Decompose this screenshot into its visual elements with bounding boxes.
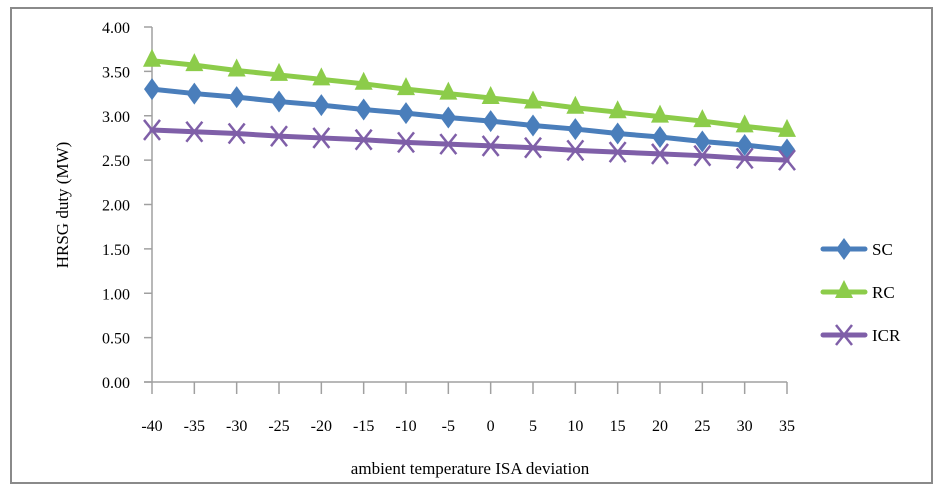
- y-tick-label: 2.00: [102, 198, 130, 215]
- y-axis-title: HRSG duty (MW): [53, 142, 72, 269]
- data-point-sc: [525, 114, 541, 137]
- data-point-icr: [397, 131, 415, 154]
- data-point-sc: [567, 118, 584, 141]
- data-point-rc: [397, 77, 415, 96]
- legend-label: RC: [872, 283, 895, 302]
- y-tick-label: 3.50: [102, 64, 130, 81]
- data-point-rc: [270, 62, 288, 81]
- data-point-icr: [185, 120, 204, 143]
- series-icr: [143, 119, 796, 171]
- legend-label: ICR: [872, 326, 901, 345]
- data-point-icr: [270, 125, 288, 147]
- data-point-rc: [143, 48, 161, 67]
- data-point-rc: [481, 86, 500, 104]
- legend-label: SC: [872, 240, 893, 259]
- data-point-icr: [312, 127, 331, 149]
- y-tick-label: 1.00: [102, 286, 130, 303]
- data-point-sc: [398, 102, 414, 125]
- data-point-sc: [440, 106, 457, 129]
- data-point-sc: [313, 94, 330, 117]
- legend: SC RC ICR: [820, 238, 901, 346]
- data-point-sc: [652, 126, 668, 149]
- data-point-sc: [609, 122, 626, 145]
- legend-marker-triangle: [835, 280, 853, 298]
- data-point-sc: [355, 98, 372, 121]
- x-tick-label: 5: [529, 418, 537, 435]
- data-point-rc: [651, 104, 669, 123]
- data-point-icr: [651, 143, 669, 165]
- data-point-sc: [694, 130, 711, 153]
- y-tick-label: 0.50: [102, 331, 130, 348]
- x-tick-label: 30: [737, 418, 753, 435]
- x-tick-label: 35: [779, 418, 795, 435]
- data-point-sc: [228, 86, 245, 109]
- y-tick-label: 4.00: [102, 20, 130, 37]
- data-point-rc: [185, 53, 204, 72]
- y-tick-label: 1.50: [102, 242, 130, 259]
- x-tick-label: -25: [268, 418, 289, 435]
- series-sc: [144, 78, 795, 161]
- data-point-rc: [354, 71, 373, 90]
- x-tick-label: -30: [226, 418, 247, 435]
- data-point-icr: [439, 133, 458, 155]
- data-point-icr: [143, 119, 161, 141]
- data-point-sc: [736, 134, 753, 157]
- legend-marker-x: [835, 324, 853, 346]
- data-point-sc: [186, 82, 203, 105]
- legend-item-sc: SC: [820, 238, 893, 260]
- data-point-rc: [735, 114, 754, 133]
- legend-item-rc: RC: [820, 280, 895, 302]
- chart-frame: [10, 7, 933, 484]
- x-tick-label: 15: [610, 418, 626, 435]
- series-line-rc: [149, 58, 790, 134]
- data-point-rc: [524, 90, 542, 109]
- y-tick-label: 2.50: [102, 153, 130, 170]
- data-point-sc: [144, 78, 160, 101]
- data-point-sc: [482, 110, 499, 133]
- y-tick-label: 0.00: [102, 375, 130, 392]
- series-rc: [143, 48, 796, 137]
- series-line-icr: [149, 127, 790, 163]
- data-point-sc: [271, 90, 287, 113]
- x-tick-label: 25: [694, 418, 710, 435]
- x-tick-label: 10: [567, 418, 583, 435]
- data-point-rc: [227, 58, 246, 77]
- data-point-sc: [779, 138, 795, 161]
- data-point-rc: [439, 81, 458, 100]
- x-axis-title: ambient temperature ISA deviation: [351, 459, 590, 478]
- x-tick-label: -35: [184, 418, 205, 435]
- x-tick-label: -5: [442, 418, 455, 435]
- data-point-rc: [778, 118, 796, 137]
- data-point-icr: [524, 136, 542, 159]
- data-point-rc: [608, 100, 627, 119]
- data-point-icr: [693, 144, 712, 167]
- y-tick-label: 3.00: [102, 109, 130, 126]
- data-point-rc: [693, 109, 712, 128]
- data-point-icr: [227, 122, 246, 145]
- data-point-icr: [354, 128, 373, 151]
- x-tick-label: -40: [141, 418, 162, 435]
- data-point-icr: [608, 141, 627, 163]
- data-point-icr: [481, 135, 500, 157]
- data-point-icr: [735, 147, 754, 170]
- legend-marker-diamond: [836, 238, 852, 260]
- x-tick-label: -15: [353, 418, 374, 435]
- axes: 0.00 0.50 1.00 1.50 2.00 2.50 3.00 3.50 4.00 -40 -…: [102, 20, 795, 435]
- series-line-sc: [149, 86, 790, 152]
- data-point-rc: [312, 67, 331, 86]
- data-point-icr: [778, 149, 796, 171]
- series-layer: [143, 48, 796, 171]
- x-tick-label: 0: [487, 418, 495, 435]
- x-tick-label: -20: [311, 418, 332, 435]
- legend-item-icr: ICR: [820, 324, 901, 346]
- x-tick-label: 20: [652, 418, 668, 435]
- x-tick-label: -10: [395, 418, 416, 435]
- data-point-rc: [566, 95, 585, 114]
- data-point-icr: [566, 139, 585, 162]
